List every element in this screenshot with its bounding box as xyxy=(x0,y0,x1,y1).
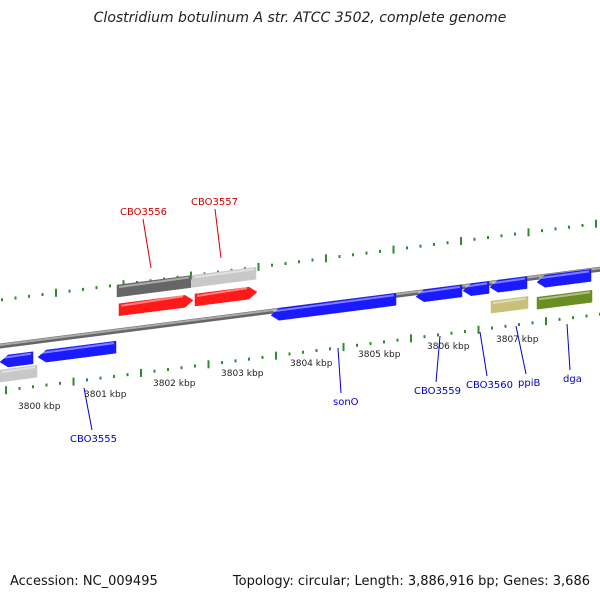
gene-feature-sonO xyxy=(270,293,397,321)
gene-feature-red-1 xyxy=(118,295,194,317)
gene-features xyxy=(0,266,593,383)
tick-label: 3802 kbp xyxy=(153,379,196,389)
gene-feature-ppiB-highlight xyxy=(492,297,527,305)
gene-feature-light-gray-highlight xyxy=(193,268,255,279)
gene-feature-light-gray xyxy=(191,266,257,288)
gene-feature-dga xyxy=(536,289,593,310)
gene-label-sono: sonO xyxy=(333,397,359,408)
gene-label-cbo3555: CBO3555 xyxy=(70,434,117,445)
gene-feature-dark-gray xyxy=(116,275,192,298)
gene-feature-blue-1-highlight xyxy=(1,352,32,359)
gene-feature-blue-4-highlight xyxy=(538,270,590,280)
gene-label-leader xyxy=(142,218,152,269)
gene-labels: CBO3556 CBO3557 CBO3555 sonO CBO3559 CBO3560 p… xyxy=(70,197,582,445)
gene-feature-CBO3560 xyxy=(462,281,490,296)
gene-label-leader xyxy=(515,325,527,375)
gene-feature-blue-4 xyxy=(536,269,592,288)
tick-label: 3801 kbp xyxy=(84,390,127,400)
gene-feature-dga-highlight xyxy=(538,291,591,301)
map-title: Clostridium botulinum A str. ATCC 3502, … xyxy=(93,10,507,26)
gene-label-leader xyxy=(83,387,93,431)
gene-feature-blue-1 xyxy=(0,351,34,368)
gene-label-leader xyxy=(435,335,441,383)
tick-label: 3803 kbp xyxy=(221,369,264,379)
gene-label-cbo3557: CBO3557 xyxy=(191,197,238,208)
gene-feature-red-1-highlight xyxy=(120,295,184,307)
tick-label: 3806 kbp xyxy=(427,342,470,352)
gene-feature-ppiB xyxy=(490,296,529,314)
gene-feature-red-2 xyxy=(194,286,258,307)
tick-label: 3805 kbp xyxy=(358,350,401,360)
gene-feature-light-gray-2 xyxy=(0,364,38,383)
gene-label-dga: dga xyxy=(563,374,582,385)
inner-tick-ring xyxy=(5,312,600,395)
gene-label-leader xyxy=(337,347,342,394)
gene-label-leader xyxy=(479,331,488,377)
tick-labels: 3800 kbp 3801 kbp 3802 kbp 3803 kbp 3804 kbp… xyxy=(18,335,539,412)
tick-label: 3800 kbp xyxy=(18,402,61,412)
gene-feature-blue-3 xyxy=(489,276,528,293)
gene-label-cbo3556: CBO3556 xyxy=(120,207,167,218)
gene-feature-dark-gray-highlight xyxy=(118,276,190,289)
gene-feature-CBO3559 xyxy=(415,284,463,302)
gene-label-leader xyxy=(566,323,571,371)
gene-label-ppib: ppiB xyxy=(518,378,540,389)
tick-label: 3804 kbp xyxy=(290,359,333,369)
gene-feature-blue-2 xyxy=(37,340,117,363)
genome-info-text: Topology: circular; Length: 3,886,916 bp… xyxy=(232,574,590,589)
gene-feature-red-2-highlight xyxy=(196,287,248,298)
gene-feature-blue-3-highlight xyxy=(491,277,526,285)
tick-label: 3807 kbp xyxy=(496,335,539,345)
gene-label-cbo3559: CBO3559 xyxy=(414,386,461,397)
gene-label-leader xyxy=(214,208,222,259)
gene-feature-blue-2-highlight xyxy=(39,342,115,355)
gene-feature-CBO3559-highlight xyxy=(417,285,461,294)
gene-feature-CBO3560-highlight xyxy=(464,282,488,288)
gene-label-cbo3560: CBO3560 xyxy=(466,380,513,391)
gene-feature-light-gray-2-highlight xyxy=(1,366,36,373)
gene-feature-sonO-highlight xyxy=(272,294,395,313)
accession-text: Accession: NC_009495 xyxy=(10,574,158,589)
